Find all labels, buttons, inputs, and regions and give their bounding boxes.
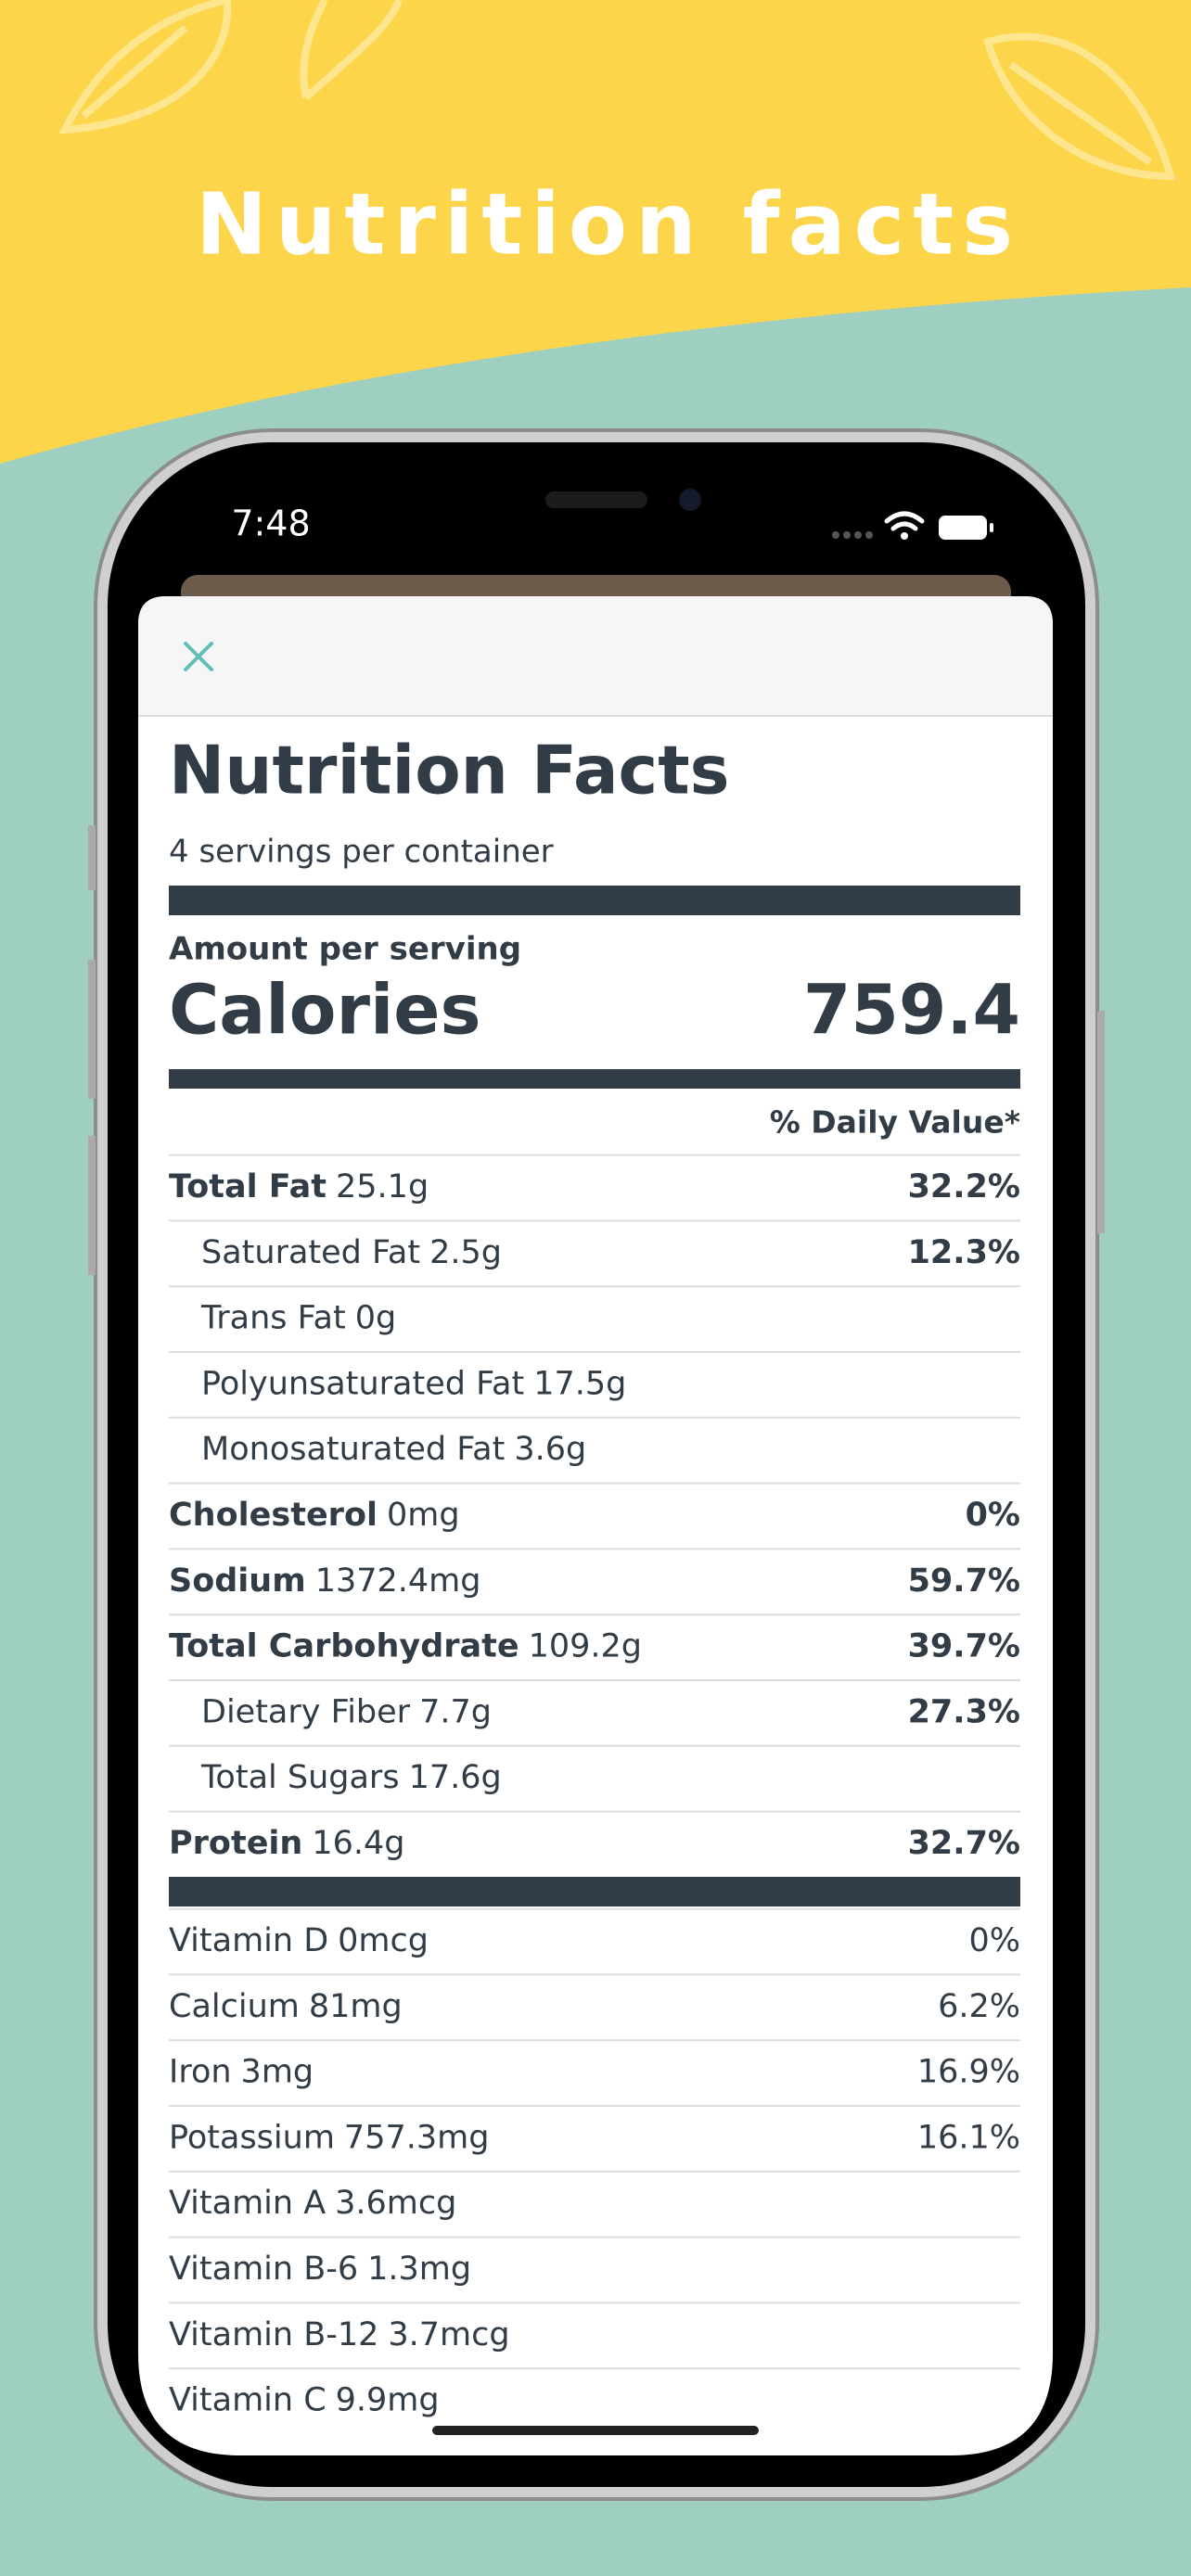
nutrient-name: Vitamin B-12 [169, 2316, 378, 2353]
nutrient-amount: 3.7mcg [388, 2316, 509, 2353]
side-button [88, 825, 96, 890]
battery-tip [990, 523, 993, 532]
nutrient-amount: 9.9mg [336, 2382, 440, 2419]
daily-value: 39.7% [908, 1628, 1020, 1665]
nutrient-name: Vitamin D [169, 1922, 328, 1959]
nutrient-amount: 25.1g [336, 1168, 429, 1205]
nutrient-amount: 17.6g [409, 1759, 502, 1796]
nutrient-name: Dietary Fiber [201, 1693, 411, 1730]
daily-value: 0% [968, 1922, 1020, 1959]
nutrient-row: Iron 3mg [169, 2054, 314, 2091]
nutrient-amount: 3.6mcg [335, 2185, 456, 2222]
nutrient-amount: 81mg [309, 1988, 403, 2025]
daily-value: 32.2% [908, 1168, 1020, 1205]
nutrient-row: Total Fat 25.1g [169, 1168, 429, 1205]
nutrient-amount: 7.7g [419, 1693, 492, 1730]
wifi-dot [901, 532, 908, 540]
nutrient-name: Vitamin A [169, 2185, 326, 2222]
nutrient-amount: 17.5g [533, 1365, 626, 1402]
nutrient-name: Monosaturated Fat [201, 1431, 505, 1468]
home-indicator [432, 2426, 759, 2435]
nutrient-row: Polyunsaturated Fat 17.5g [201, 1365, 626, 1402]
nutrition-label: Nutrition Facts 4 servings per container… [169, 732, 1020, 2419]
nutrient-amount: 3mg [241, 2054, 314, 2091]
nutrient-name: Vitamin C [169, 2382, 327, 2419]
daily-value: 12.3% [908, 1234, 1020, 1271]
nutrient-amount: 1.3mg [367, 2251, 471, 2288]
nutrient-name: Polyunsaturated Fat [201, 1365, 524, 1402]
servings: 4 servings per container [169, 834, 554, 871]
daily-value: 6.2% [938, 1988, 1020, 2025]
battery-icon [939, 516, 987, 540]
sheet-header [138, 596, 1053, 716]
nutrient-amount: 109.2g [529, 1628, 642, 1665]
nutrient-row: Dietary Fiber 7.7g [201, 1693, 492, 1730]
nutrient-row: Saturated Fat 2.5g [201, 1234, 502, 1271]
thick-rule [169, 886, 1020, 915]
nutrient-amount: 0mcg [338, 1922, 429, 1959]
side-button [88, 960, 96, 1099]
nutrient-amount: 16.4g [312, 1825, 404, 1862]
nutrient-row: Sodium 1372.4mg [169, 1562, 480, 1600]
nutrient-name: Calcium [169, 1988, 300, 2025]
medium-rule [169, 1069, 1020, 1089]
nutrient-name: Total Sugars [200, 1759, 400, 1796]
nutrient-amount: 757.3mg [344, 2119, 490, 2156]
nutrient-name: Vitamin B-6 [169, 2251, 358, 2288]
daily-value-header: % Daily Value* [770, 1104, 1020, 1141]
daily-value: 32.7% [908, 1825, 1020, 1862]
nutrient-row: Vitamin B-6 1.3mg [169, 2251, 471, 2288]
daily-value: 0% [966, 1497, 1020, 1534]
calories-label: Calories [169, 971, 481, 1051]
nutrient-amount: 0mg [387, 1497, 460, 1534]
signal-dots [832, 531, 873, 539]
amount-label: Amount per serving [169, 931, 521, 968]
nutrient-row: Calcium 81mg [169, 1988, 403, 2025]
nutrient-name: Cholesterol [169, 1497, 378, 1534]
daily-value: 16.1% [917, 2119, 1020, 2156]
headline: Nutrition facts [196, 174, 1021, 274]
nutrient-row: Monosaturated Fat 3.6g [201, 1431, 586, 1468]
leaf-decorations [58, 0, 1176, 181]
nutrient-name: Saturated Fat [201, 1234, 420, 1271]
nutrient-row: Vitamin C 9.9mg [169, 2382, 440, 2419]
nutrient-row: Total Sugars 17.6g [200, 1759, 502, 1796]
nutrient-name: Potassium [169, 2119, 335, 2156]
nutrient-name: Trans Fat [200, 1300, 346, 1337]
nutrient-name: Iron [169, 2054, 232, 2091]
sheet: Nutrition Facts 4 servings per container… [138, 596, 1053, 2455]
nutrient-name: Total Carbohydrate [169, 1628, 519, 1665]
nutrient-row: Vitamin A 3.6mcg [169, 2185, 456, 2222]
calories-value: 759.4 [803, 971, 1020, 1051]
thick-rule [169, 1877, 1020, 1906]
wifi-icon [884, 511, 925, 531]
nutrient-row: Trans Fat 0g [200, 1300, 396, 1337]
daily-value: 59.7% [908, 1562, 1020, 1600]
daily-value: 16.9% [917, 2054, 1020, 2091]
nutrient-row: Cholesterol 0mg [169, 1497, 460, 1534]
side-button [88, 1136, 96, 1275]
nutrient-amount: 3.6g [514, 1431, 586, 1468]
nutrient-name: Protein [169, 1825, 302, 1862]
daily-value: 27.3% [908, 1693, 1020, 1730]
nutrient-row: Protein 16.4g [169, 1825, 405, 1862]
status-time: 7:48 [231, 504, 310, 544]
label-title: Nutrition Facts [169, 732, 730, 810]
speaker [545, 491, 647, 508]
nutrient-row: Vitamin B-12 3.7mcg [169, 2316, 510, 2353]
nutrient-amount: 2.5g [429, 1234, 502, 1271]
nutrient-amount: 0g [355, 1300, 397, 1337]
nutrient-row: Potassium 757.3mg [169, 2119, 489, 2156]
nutrient-name: Sodium [169, 1562, 306, 1600]
nutrient-amount: 1372.4mg [315, 1562, 481, 1600]
close-button[interactable] [184, 642, 213, 671]
camera [679, 489, 701, 511]
side-button [1097, 1011, 1105, 1233]
yellow-wave [0, 0, 1191, 464]
nutrient-row: Total Carbohydrate 109.2g [169, 1628, 642, 1665]
nutrient-row: Vitamin D 0mcg [169, 1922, 429, 1959]
nutrient-name: Total Fat [169, 1168, 327, 1205]
